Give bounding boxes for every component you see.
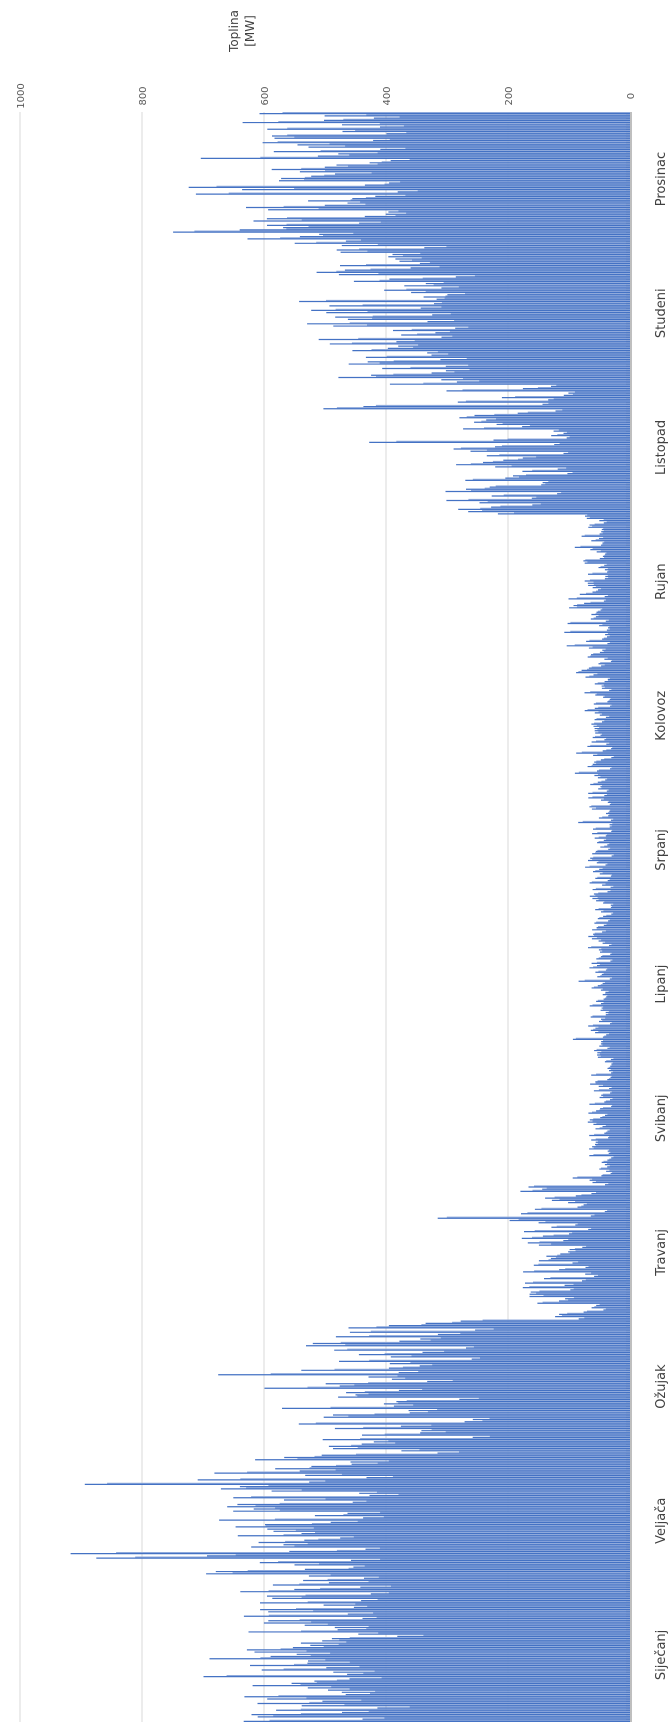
x-category-labels: Siječanj Veljača Ožujak Travanj Svibanj Lipan… xyxy=(654,152,669,1680)
data-series xyxy=(70,112,631,1722)
month-label: Ožujak xyxy=(654,1364,669,1409)
y-axis-title-line1: Toplina xyxy=(227,10,241,53)
y-tick-label: 200 xyxy=(504,86,515,105)
month-label: Rujan xyxy=(654,563,669,600)
month-label: Srpanj xyxy=(654,829,669,871)
y-tick-label: 800 xyxy=(138,86,149,105)
month-label: Lipanj xyxy=(654,965,669,1004)
month-label: Siječanj xyxy=(654,1630,669,1680)
y-tick-label: 400 xyxy=(382,86,393,105)
month-label: Prosinac xyxy=(654,152,669,206)
month-label: Listopad xyxy=(654,420,669,475)
y-axis-title-line2: [MW] xyxy=(243,15,257,47)
month-label: Veljača xyxy=(654,1498,669,1544)
month-label: Travanj xyxy=(654,1229,669,1277)
y-tick-labels: 0 200 400 600 800 1000 xyxy=(16,83,637,108)
y-tick-label: 0 xyxy=(626,93,637,99)
y-tick-label: 1000 xyxy=(16,83,27,108)
month-label: Kolovoz xyxy=(654,691,669,741)
month-label: Svibanj xyxy=(654,1094,669,1142)
month-label: Studeni xyxy=(654,288,669,338)
y-tick-label: 600 xyxy=(260,86,271,105)
